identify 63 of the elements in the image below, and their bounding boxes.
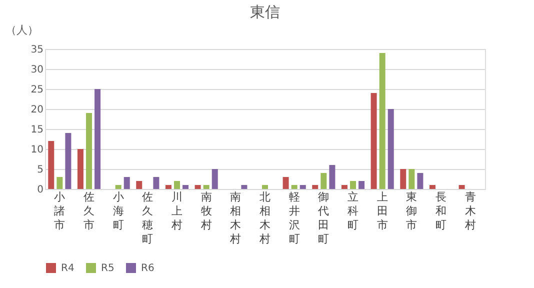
bar bbox=[48, 141, 54, 189]
bar bbox=[165, 185, 172, 189]
x-tick-label: 佐久穂町 bbox=[142, 190, 154, 246]
bar bbox=[136, 181, 142, 189]
x-tick-label: 川上村 bbox=[170, 190, 182, 232]
bar bbox=[174, 181, 180, 189]
x-tick-label: 小海町 bbox=[112, 190, 124, 232]
bar bbox=[320, 173, 327, 189]
bar bbox=[370, 93, 377, 189]
y-tick-label: 35 bbox=[30, 44, 44, 56]
bar bbox=[458, 185, 465, 189]
legend-label: R5 bbox=[101, 263, 114, 274]
bar bbox=[282, 177, 289, 189]
y-axis-title: （人） bbox=[6, 24, 38, 36]
bar bbox=[212, 169, 218, 189]
x-tick-label: 上田市 bbox=[376, 190, 388, 232]
y-tick-label: 0 bbox=[37, 184, 44, 196]
x-tick-label: 南相木村 bbox=[229, 190, 242, 246]
bar bbox=[86, 113, 92, 189]
bar bbox=[379, 53, 386, 189]
bar bbox=[388, 109, 394, 189]
bar bbox=[153, 177, 160, 189]
x-tick-label: 軽井沢町 bbox=[288, 190, 300, 246]
x-tick-label: 御代田町 bbox=[317, 190, 330, 246]
bar bbox=[429, 185, 436, 189]
y-tick-label: 10 bbox=[30, 144, 44, 156]
bar bbox=[94, 89, 101, 189]
y-tick-label: 20 bbox=[30, 104, 44, 116]
bar bbox=[358, 181, 365, 189]
y-tick-label: 30 bbox=[30, 64, 44, 76]
bar bbox=[341, 185, 348, 189]
x-tick-label: 立科町 bbox=[348, 190, 358, 232]
x-tick-label: 佐久市 bbox=[84, 190, 94, 232]
bar bbox=[408, 169, 415, 189]
bar bbox=[350, 181, 356, 189]
bar bbox=[203, 185, 210, 189]
bar bbox=[300, 185, 306, 189]
bar bbox=[291, 185, 298, 189]
bar bbox=[312, 185, 318, 189]
x-tick-label: 青木村 bbox=[464, 190, 476, 232]
bar bbox=[417, 173, 424, 189]
bar bbox=[329, 165, 336, 189]
bar bbox=[262, 185, 268, 189]
x-tick-label: 長和町 bbox=[436, 190, 446, 232]
chart-title: 東信 bbox=[250, 3, 280, 21]
bar bbox=[194, 185, 201, 189]
legend-label: R4 bbox=[61, 263, 74, 274]
x-tick-label: 小諸市 bbox=[54, 190, 66, 232]
bar bbox=[56, 177, 63, 189]
x-tick-label: 東御市 bbox=[406, 190, 418, 232]
bar bbox=[400, 169, 406, 189]
bar bbox=[77, 149, 84, 189]
x-tick-label: 北相木村 bbox=[258, 190, 270, 246]
y-tick-label: 5 bbox=[37, 164, 44, 176]
legend-label: R6 bbox=[141, 263, 154, 274]
bar bbox=[115, 185, 122, 189]
y-tick-label: 25 bbox=[30, 84, 44, 96]
bar bbox=[124, 177, 130, 189]
x-tick-label: 南牧村 bbox=[200, 190, 212, 232]
bar bbox=[241, 185, 248, 189]
bar bbox=[65, 133, 72, 189]
bar bbox=[182, 185, 189, 189]
y-tick-label: 15 bbox=[30, 124, 44, 136]
